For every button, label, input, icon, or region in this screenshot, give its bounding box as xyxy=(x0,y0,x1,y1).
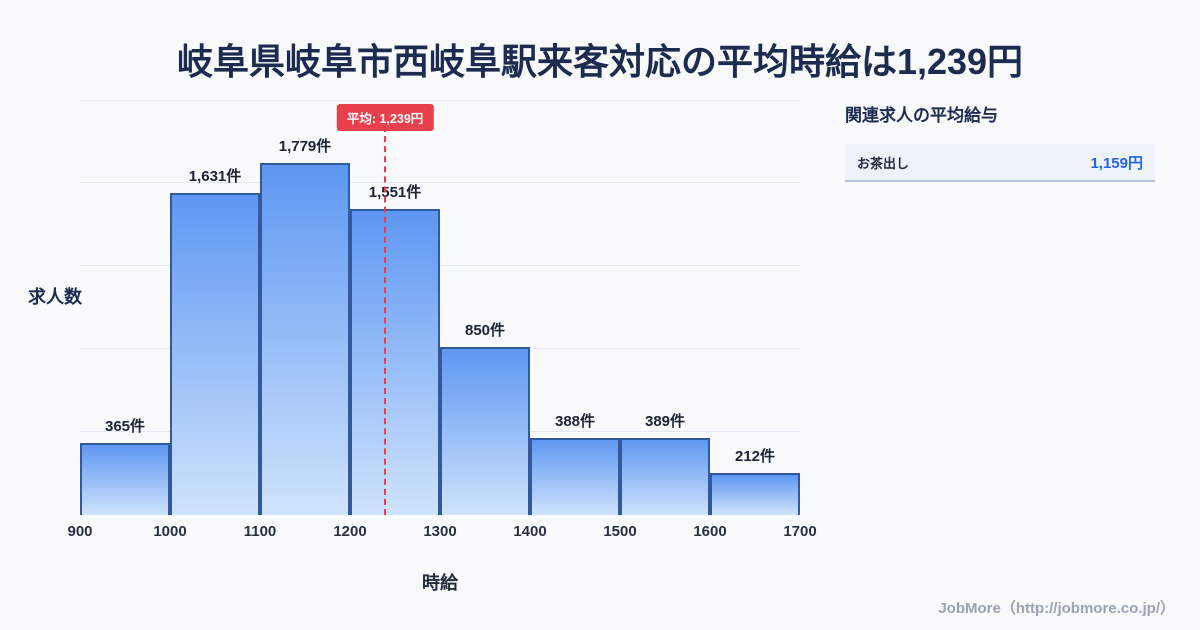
average-line xyxy=(384,126,387,515)
x-axis-ticks: 900 1000 1100 1200 1300 1400 1500 1600 1700 xyxy=(67,523,816,543)
x-tick-label: 1100 xyxy=(243,523,277,540)
related-job-value: 1,159円 xyxy=(1090,154,1143,172)
related-job-row: お茶出し 1,159円 xyxy=(845,144,1155,182)
page-title: 岐阜県岐阜市西岐阜駅来客対応の平均時給は1,239円 xyxy=(176,41,1024,82)
related-jobs-panel: 関連求人の平均給与 お茶出し 1,159円 xyxy=(845,101,1155,182)
gridline xyxy=(80,182,800,183)
bar-value-label: 365件 xyxy=(104,417,146,435)
histogram-bar xyxy=(620,438,710,515)
histogram-bar xyxy=(170,192,260,515)
average-badge: 平均: 1,239円 xyxy=(336,104,434,131)
footer-credit: JobMore（http://jobmore.co.jp/） xyxy=(938,600,1175,617)
x-tick-label: 1700 xyxy=(783,523,817,540)
x-axis-label: 時給 xyxy=(422,573,458,593)
x-tick-label: 1600 xyxy=(693,523,727,540)
bar-value-label: 389件 xyxy=(644,413,686,431)
related-jobs-heading: 関連求人の平均給与 xyxy=(845,106,998,125)
gridline xyxy=(80,265,800,266)
x-tick-label: 900 xyxy=(67,523,93,540)
x-tick-label: 1200 xyxy=(333,523,367,540)
x-tick-label: 1400 xyxy=(513,523,547,540)
bar-value-label: 388件 xyxy=(554,413,596,431)
histogram-bar xyxy=(80,442,170,515)
histogram-bar xyxy=(530,438,620,515)
histogram-plot: 365件 1,631件 1,779件 1,551件 850件 388件 389件 212件 平均… xyxy=(80,100,800,515)
bar-value-label: 212件 xyxy=(734,448,776,466)
bar-value-label: 1,631件 xyxy=(188,167,242,185)
histogram-bar xyxy=(440,347,530,515)
histogram-bar xyxy=(350,208,440,515)
histogram-bar xyxy=(710,473,800,515)
related-jobs-list: お茶出し 1,159円 xyxy=(845,144,1155,182)
histogram-bar xyxy=(260,163,350,515)
bar-value-label: 1,779件 xyxy=(278,138,332,156)
y-axis-label: 求人数 xyxy=(28,287,82,307)
x-tick-label: 1300 xyxy=(423,523,457,540)
gridline xyxy=(80,100,800,101)
bar-value-label: 1,551件 xyxy=(368,183,422,201)
related-job-label: お茶出し xyxy=(857,155,910,171)
x-tick-label: 1500 xyxy=(603,523,637,540)
x-tick-label: 1000 xyxy=(153,523,187,540)
bar-value-label: 850件 xyxy=(464,322,506,340)
